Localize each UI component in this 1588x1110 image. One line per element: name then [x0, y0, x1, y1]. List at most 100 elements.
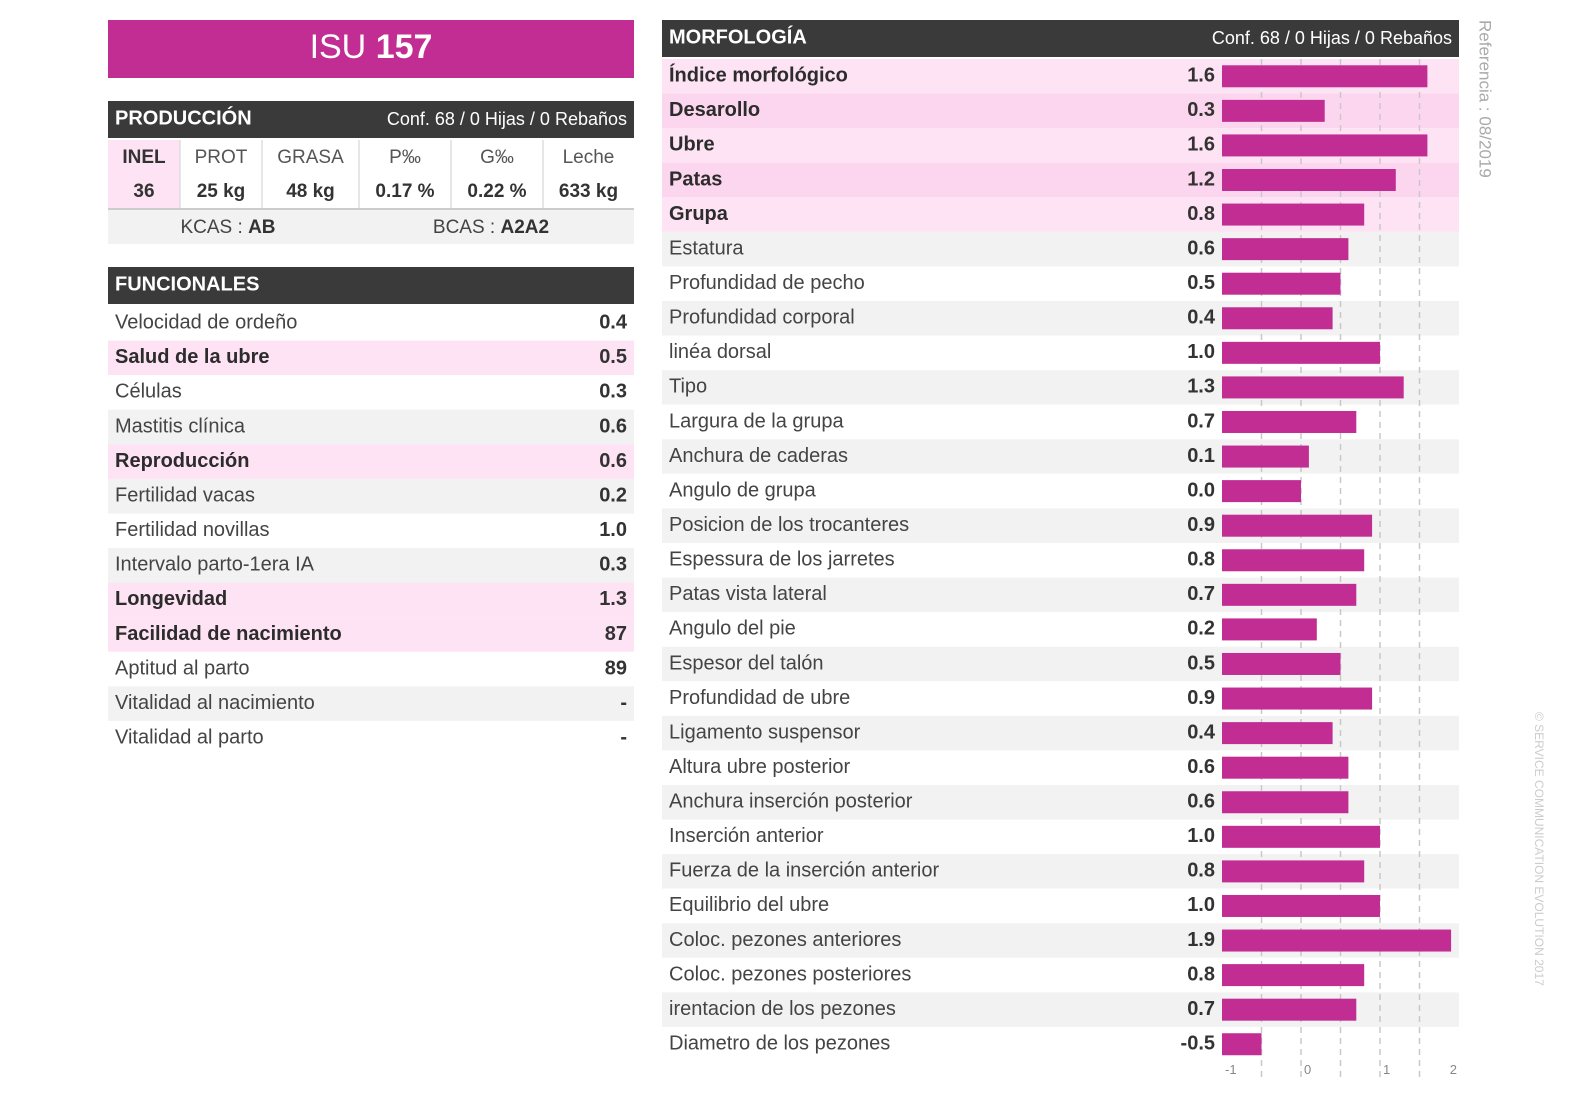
category-label: Espesor del talón: [669, 652, 824, 674]
value-label: 0.4: [1187, 721, 1216, 743]
category-label: Posicion de los trocanteres: [669, 514, 909, 536]
category-label: Índice morfológico: [669, 64, 848, 87]
category-label: Fuerza de la inserción anterior: [669, 860, 939, 882]
value-label: 0.5: [1187, 652, 1215, 674]
row-background: [108, 444, 634, 479]
bar: [1222, 203, 1365, 226]
x-tick-label: 1: [1383, 1062, 1390, 1077]
row-background: [108, 582, 634, 618]
column-value: 36: [133, 181, 154, 202]
value-label: 1.6: [1187, 65, 1215, 87]
value-label: 1.3: [1187, 376, 1215, 398]
bar: [1222, 65, 1428, 88]
category-label: Espessura de los jarretes: [669, 549, 895, 571]
bar: [1222, 929, 1452, 952]
row-label: Facilidad de nacimiento: [115, 623, 342, 645]
value-label: 1.9: [1187, 929, 1215, 951]
row-label: Salud de la ubre: [115, 346, 269, 368]
section-header: [108, 101, 634, 138]
bar: [1222, 410, 1357, 433]
bar: [1222, 964, 1365, 987]
value-label: 0.6: [1187, 756, 1215, 778]
category-label: Coloc. pezones posteriores: [669, 963, 911, 985]
row-background: [108, 306, 634, 341]
row-background: [662, 93, 1459, 129]
value-label: 1.2: [1187, 168, 1215, 190]
column-header: P‰: [389, 147, 421, 168]
row-background: [108, 651, 634, 687]
category-label: Ligamento suspensor: [669, 721, 861, 743]
row-value: 89: [605, 657, 627, 679]
section-title: PRODUCCIÓN: [115, 105, 252, 129]
bar: [1222, 860, 1365, 883]
category-label: Patas vista lateral: [669, 583, 827, 605]
row-background: [108, 375, 634, 410]
category-label: Profundidad corporal: [669, 307, 855, 329]
title-number: 157: [376, 28, 433, 66]
bcas: BCAS : A2A2: [433, 217, 549, 238]
value-label: 0.6: [1187, 791, 1215, 813]
row-value: 0.4: [599, 312, 628, 334]
bar: [1222, 894, 1380, 917]
row-value: 0.6: [599, 450, 627, 472]
bar: [1222, 272, 1341, 295]
value-label: 0.7: [1187, 998, 1215, 1020]
row-label: Longevidad: [115, 588, 227, 610]
morphology-chart: Índice morfológico 1.6 Desarollo 0.3 Ubre 1.6…: [662, 59, 1459, 1078]
bar: [1222, 99, 1325, 122]
category-label: Anchura inserción posterior: [669, 791, 913, 813]
section-header: [108, 267, 634, 304]
kcas: KCAS : AB: [180, 217, 275, 238]
chart-subtitle: Conf. 68 / 0 Hijas / 0 Rebaños: [1212, 28, 1452, 48]
x-tick-label: 2: [1450, 1062, 1457, 1077]
row-background: [108, 513, 634, 549]
row-value: 0.3: [599, 554, 627, 576]
bar: [1222, 445, 1309, 468]
bar: [1222, 791, 1349, 814]
category-label: Diametro de los pezones: [669, 1033, 890, 1055]
row-background: [108, 548, 634, 583]
column-header: PROT: [195, 147, 248, 168]
row-background: [108, 409, 634, 445]
bar: [1222, 583, 1357, 606]
column-header: INEL: [122, 147, 166, 168]
row-background: [662, 1026, 1459, 1062]
row-background: [108, 478, 634, 514]
title-bar: [108, 20, 634, 78]
bar: [1222, 722, 1333, 745]
reference: Referencia : 08/2019: [1476, 20, 1495, 178]
bcas-label: BCAS :: [433, 217, 495, 238]
kcas-label: KCAS :: [180, 217, 242, 238]
row-background: [108, 617, 634, 652]
row-value: 0.3: [599, 381, 627, 403]
column-value: 0.17 %: [375, 181, 434, 202]
row-background: [662, 612, 1459, 647]
value-label: -0.5: [1181, 1033, 1215, 1055]
inel-cell: [108, 140, 180, 208]
bar: [1222, 998, 1357, 1021]
category-label: linéa dorsal: [669, 341, 771, 363]
x-tick-label: 0: [1304, 1062, 1311, 1077]
bar: [1222, 825, 1380, 848]
category-label: Grupa: [669, 203, 729, 225]
value-label: 0.6: [1187, 237, 1215, 259]
column-value: 25 kg: [197, 181, 246, 202]
bar: [1222, 480, 1301, 503]
row-label: Vitalidad al parto: [115, 727, 264, 749]
category-label: Coloc. pezones anteriores: [669, 929, 901, 951]
value-label: 0.7: [1187, 583, 1215, 605]
column-header: G‰: [480, 147, 514, 168]
value-label: 0.8: [1187, 549, 1215, 571]
category-label: Altura ubre posterior: [669, 756, 851, 778]
row-label: Velocidad de ordeño: [115, 312, 297, 334]
value-label: 0.1: [1187, 445, 1215, 467]
category-label: Inserción anterior: [669, 825, 824, 847]
value-label: 1.0: [1187, 341, 1215, 363]
value-label: 0.0: [1187, 479, 1215, 501]
row-value: 1.0: [599, 519, 627, 541]
row-label: Mastitis clínica: [115, 415, 246, 437]
category-label: Angulo del pie: [669, 618, 796, 640]
value-label: 0.8: [1187, 963, 1215, 985]
value-label: 0.5: [1187, 272, 1215, 294]
